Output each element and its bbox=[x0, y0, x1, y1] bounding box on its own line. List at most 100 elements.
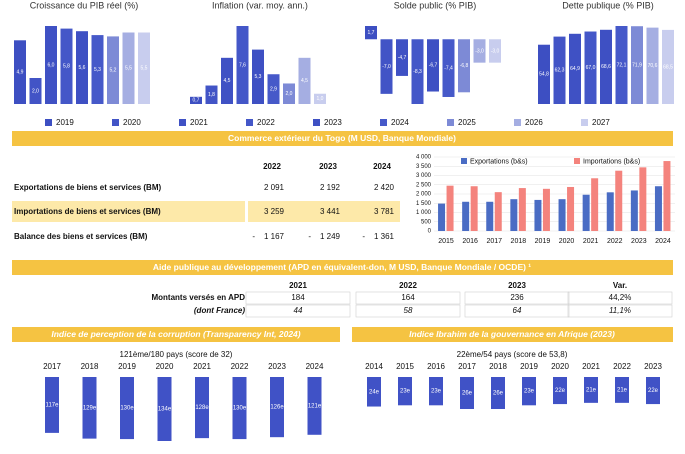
bar bbox=[491, 377, 505, 409]
subtitle: 22ème/54 pays (score de 53,8) bbox=[457, 350, 568, 359]
legend-swatch bbox=[45, 119, 52, 126]
legend-swatch bbox=[313, 119, 320, 126]
x-tick-label: 2018 bbox=[489, 362, 507, 371]
data-label: 71,9 bbox=[632, 62, 642, 68]
x-tick-label: 2024 bbox=[655, 238, 671, 245]
legend-label: Exportations (b&s) bbox=[470, 158, 528, 165]
x-tick-label: 2017 bbox=[458, 362, 476, 371]
bar bbox=[486, 201, 494, 231]
bar bbox=[631, 26, 643, 104]
cell: 58 bbox=[404, 306, 413, 315]
data-label: 128e bbox=[195, 405, 209, 411]
bar bbox=[639, 167, 647, 231]
x-tick-label: 2023 bbox=[644, 362, 662, 371]
data-label: 2,9 bbox=[270, 86, 277, 92]
y-tick-label: 1 000 bbox=[416, 210, 432, 216]
bar bbox=[60, 28, 73, 105]
bar bbox=[567, 186, 575, 231]
cell: 2 192 bbox=[320, 183, 341, 192]
data-label: -3,0 bbox=[475, 48, 484, 54]
legend-swatch bbox=[112, 119, 119, 126]
bar bbox=[307, 377, 322, 435]
data-label: 2,0 bbox=[286, 91, 293, 97]
bar bbox=[446, 185, 454, 231]
data-label: 5,3 bbox=[94, 67, 101, 73]
x-tick-label: 2016 bbox=[462, 238, 478, 245]
data-label: 2,0 bbox=[32, 88, 39, 94]
bar bbox=[558, 199, 566, 231]
cell: 3 781 bbox=[374, 207, 395, 216]
cell-border bbox=[567, 304, 673, 318]
chart-title: Solde public (% PIB) bbox=[394, 0, 477, 10]
cell-border bbox=[567, 291, 673, 305]
legend-label: 2024 bbox=[391, 118, 409, 127]
cell: 236 bbox=[510, 293, 524, 302]
data-label: 21e bbox=[586, 388, 597, 394]
legend-label: Importations (b&s) bbox=[583, 158, 640, 165]
bar bbox=[553, 377, 567, 405]
cell: 2 091 bbox=[264, 183, 285, 192]
y-tick-label: 500 bbox=[421, 219, 432, 225]
bar bbox=[365, 26, 377, 40]
bar bbox=[662, 29, 674, 104]
cell: 64 bbox=[513, 306, 522, 315]
bar bbox=[82, 377, 97, 439]
bar bbox=[221, 57, 233, 104]
bar bbox=[298, 57, 311, 104]
legend-swatch bbox=[514, 119, 521, 126]
data-label: 24e bbox=[369, 389, 380, 395]
x-tick-label: 2014 bbox=[365, 362, 383, 371]
legend-swatch bbox=[380, 119, 387, 126]
row-label: Montants versés en APD bbox=[151, 293, 245, 302]
x-tick-label: 2024 bbox=[306, 362, 324, 371]
x-tick-label: 2019 bbox=[535, 238, 551, 245]
legend-label: 2019 bbox=[56, 118, 74, 127]
bar bbox=[646, 27, 659, 105]
bar bbox=[522, 377, 536, 406]
row-label: (dont France) bbox=[194, 306, 245, 315]
legend-label: 2020 bbox=[123, 118, 141, 127]
data-label: 70,6 bbox=[648, 63, 658, 69]
data-label: -8,3 bbox=[413, 69, 422, 75]
data-label: 4,5 bbox=[301, 78, 308, 84]
bar bbox=[398, 377, 412, 406]
data-label: 117e bbox=[46, 403, 60, 409]
bar bbox=[396, 39, 408, 76]
bar bbox=[267, 74, 280, 104]
data-label: 26e bbox=[493, 391, 504, 397]
data-label: 4,9 bbox=[17, 69, 24, 75]
column-header: 2022 bbox=[263, 162, 281, 171]
cell: 3 441 bbox=[320, 207, 341, 216]
column-header: 2023 bbox=[508, 281, 526, 290]
data-label: 1,7 bbox=[368, 30, 375, 36]
cell: - 1 361 bbox=[362, 232, 394, 241]
banner bbox=[12, 327, 340, 342]
x-tick-label: 2022 bbox=[231, 362, 249, 371]
data-label: 121e bbox=[308, 403, 322, 409]
x-tick-label: 2018 bbox=[81, 362, 99, 371]
column-header: Var. bbox=[613, 281, 627, 290]
data-label: 6,0 bbox=[48, 62, 55, 68]
bar bbox=[615, 170, 623, 231]
bar bbox=[600, 29, 612, 104]
chart-title: Inflation (var. moy. ann.) bbox=[212, 0, 308, 10]
cell: 3 259 bbox=[264, 207, 285, 216]
cell-border bbox=[464, 291, 570, 305]
legend-swatch bbox=[574, 158, 580, 164]
data-label: 5,3 bbox=[255, 74, 262, 80]
bar bbox=[654, 186, 662, 231]
legend-swatch bbox=[581, 119, 588, 126]
x-tick-label: 2020 bbox=[156, 362, 174, 371]
y-tick-label: 3 500 bbox=[416, 164, 432, 170]
bar bbox=[553, 36, 566, 104]
x-tick-label: 2018 bbox=[511, 238, 527, 245]
x-tick-label: 2023 bbox=[631, 238, 647, 245]
data-label: -6,7 bbox=[429, 63, 438, 69]
bar bbox=[606, 192, 614, 231]
row-label: Balance des biens et services (BM) bbox=[14, 232, 148, 241]
x-tick-label: 2022 bbox=[607, 238, 623, 245]
bar bbox=[569, 33, 581, 104]
bar bbox=[270, 377, 284, 438]
